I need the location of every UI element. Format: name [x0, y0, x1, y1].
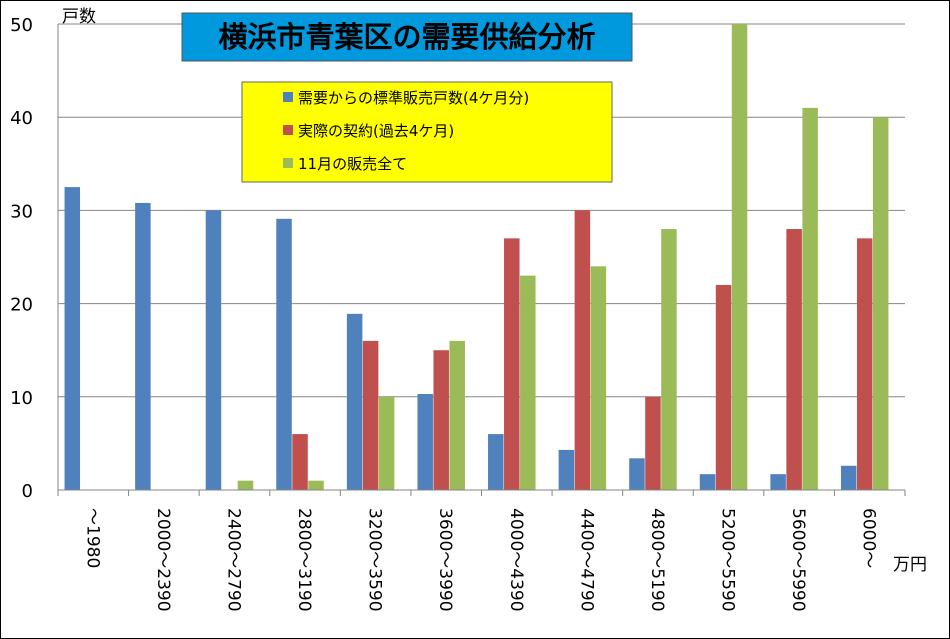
bar-series3-7 — [520, 275, 536, 490]
x-tick-label: 5200～5590 — [718, 508, 738, 612]
bar-series2-7 — [504, 238, 520, 490]
bar-series2-12 — [856, 238, 873, 490]
y-tick-labels: 0 10 20 30 40 50 — [10, 15, 33, 502]
bar-series2-9 — [645, 396, 661, 490]
bar-series1-5 — [346, 313, 363, 490]
bar-series1-6 — [417, 394, 433, 490]
x-tick-label: 4000～4390 — [506, 508, 526, 612]
bar-series3-3 — [237, 480, 254, 490]
legend-label: 11月の販売全て — [298, 155, 407, 173]
bar-series3-11 — [802, 107, 818, 490]
bar-series2-4 — [292, 434, 308, 490]
bar-series1-9 — [629, 458, 645, 490]
y-axis-label: 戸数 — [62, 7, 96, 27]
bar-series1-3 — [205, 210, 222, 490]
bar-series3-6 — [449, 340, 465, 490]
bar-series1-10 — [699, 474, 716, 490]
bar-series1-4 — [276, 218, 292, 491]
bar-series2-11 — [786, 229, 802, 491]
bar-series1-11 — [770, 474, 786, 490]
bar-series1-12 — [840, 465, 857, 490]
bar-series1-7 — [488, 434, 504, 490]
title-box — [181, 12, 633, 62]
legend-label: 需要からの標準販売戸数(4ケ月分) — [298, 89, 529, 107]
legend-swatch — [283, 158, 293, 168]
y-tick-label: 40 — [10, 108, 33, 129]
bar-series2-8 — [574, 210, 591, 490]
y-tick-label: 10 — [10, 388, 33, 409]
x-tick-label: ～1980 — [82, 508, 102, 568]
x-tick-label: 2400～2790 — [224, 508, 244, 612]
legend-swatch — [283, 92, 293, 102]
x-tick-label: 3600～3990 — [435, 508, 455, 612]
legend-label: 実際の契約(過去4ケ月) — [298, 122, 454, 140]
legend — [241, 81, 613, 183]
bar-series1-8 — [558, 449, 575, 490]
x-tick-label: 4400～4790 — [576, 508, 596, 612]
x-tick-label: 6000～ — [859, 508, 879, 568]
y-tick-label: 0 — [22, 481, 33, 502]
x-tick-label: 3200～3590 — [365, 508, 385, 612]
x-tick-label: 5600～5990 — [788, 508, 808, 612]
legend-swatch — [283, 125, 293, 135]
x-tick-labels: ～1980 2000～2390 2400～2790 2800～3190 3200～359… — [82, 508, 878, 612]
y-tick-label: 30 — [10, 201, 33, 222]
y-tick-label: 50 — [10, 15, 33, 36]
x-axis-label: 万円 — [893, 555, 927, 575]
bar-series1-2 — [135, 202, 151, 490]
x-tick-label: 2800～3190 — [294, 508, 314, 612]
chart-title: 横浜市青葉区の需要供給分析 — [218, 20, 595, 54]
legend-items: 需要からの標準販売戸数(4ケ月分) 実際の契約(過去4ケ月) 11月の販売全て — [283, 89, 529, 173]
x-tick-label: 4800～5190 — [647, 508, 667, 612]
bar-series3-4 — [308, 480, 324, 490]
bar-series3-5 — [378, 396, 395, 490]
bar-series3-10 — [731, 24, 748, 490]
bar-series2-6 — [433, 350, 449, 490]
bar-series2-10 — [715, 284, 732, 490]
bar-series3-8 — [590, 266, 607, 490]
bar-series1-1 — [64, 187, 81, 490]
x-tick-label: 2000～2390 — [153, 508, 173, 612]
bar-series2-5 — [362, 340, 379, 490]
bar-series3-12 — [872, 117, 889, 490]
y-tick-label: 20 — [10, 295, 33, 316]
bar-series3-9 — [661, 229, 677, 491]
bars — [64, 24, 889, 491]
